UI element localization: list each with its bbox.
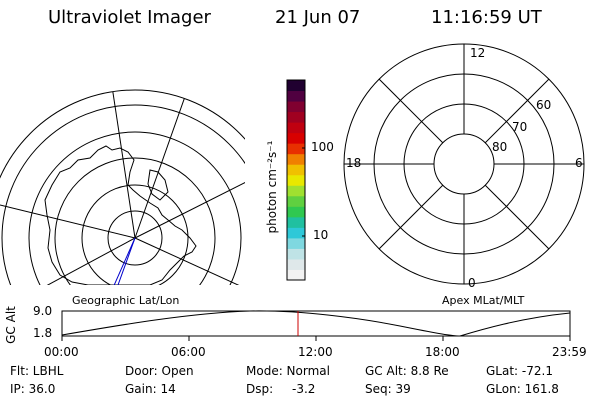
- polar-mlt-0: 0: [468, 276, 476, 290]
- mlt-line: [484, 78, 550, 144]
- mlt-line: [378, 184, 444, 250]
- island-coastline: [180, 66, 200, 80]
- antarctica-coastline: [44, 145, 197, 285]
- glon-readout: GLon: 161.8: [486, 382, 559, 396]
- colorbar-band: [287, 258, 305, 270]
- latitude-circle: [54, 157, 216, 285]
- dsp-value: -3.2: [292, 382, 316, 396]
- colorbar-band: [287, 111, 305, 123]
- polar-plot: [343, 43, 585, 285]
- door-readout: Door: Open: [125, 364, 194, 378]
- meridian-line: [134, 237, 245, 285]
- colorbar-band: [287, 195, 305, 207]
- colorbar-unit-label: photon cm⁻²s⁻¹: [265, 140, 279, 234]
- geographic-label: Geographic Lat/Lon: [72, 294, 180, 307]
- colorbar-frame: [286, 79, 306, 281]
- colorbar-band: [287, 248, 305, 260]
- x-tick-label-3: 18:00: [425, 345, 460, 359]
- latitude-circle: [1, 104, 245, 285]
- polar-mlt-6: 6: [575, 156, 583, 170]
- polar-mlt-12: 12: [470, 46, 486, 60]
- colorbar-band: [287, 174, 305, 186]
- globe-limb: [0, 89, 245, 179]
- colorbar-band: [287, 185, 305, 197]
- polar-mlt-18: 18: [346, 156, 362, 170]
- latitude-circle: [28, 131, 242, 285]
- colorbar-band: [287, 90, 305, 102]
- colorbar-band: [287, 143, 305, 155]
- glat-readout: GLat: -72.1: [486, 364, 553, 378]
- meridian-line: [19, 237, 136, 285]
- mlt-line: [378, 78, 444, 144]
- island-coastline: [147, 169, 169, 201]
- x-tick-label-0: 00:00: [44, 345, 79, 359]
- instrument-title: Ultraviolet Imager: [48, 7, 211, 28]
- mode-readout: Mode: Normal: [246, 364, 330, 378]
- colorbar-band: [287, 269, 305, 281]
- time-label: 11:16:59 UT: [431, 7, 542, 28]
- colorbar-tick-10: 10: [313, 228, 329, 242]
- gain-readout: Gain: 14: [125, 382, 176, 396]
- x-tick-label-1: 06:00: [171, 345, 206, 359]
- geographic-map: [0, 58, 245, 285]
- colorbar: [287, 80, 305, 281]
- meridian-line: [134, 90, 206, 239]
- magnetic-meridian: [113, 237, 136, 285]
- seq-readout: Seq: 39: [365, 382, 411, 396]
- colorbar-band: [287, 80, 305, 92]
- colorbar-band: [287, 216, 305, 228]
- magnetic-meridian: [117, 237, 136, 285]
- coastline-north: [88, 58, 128, 82]
- filter-readout: Flt: LBHL: [10, 364, 64, 378]
- polar-lat-70: 70: [512, 120, 528, 134]
- colorbar-band: [287, 122, 305, 134]
- altitude-plot: [61, 310, 571, 341]
- x-tick-label-4: 23:59: [552, 345, 587, 359]
- altitude-ylabel: GC Alt: [4, 306, 18, 344]
- altitude-y-low: 1.8: [33, 326, 53, 340]
- ip-readout: IP: 36.0: [10, 382, 56, 396]
- colorbar-tick-100: 100: [311, 140, 334, 154]
- polar-lat-80: 80: [492, 140, 508, 154]
- meridian-line: [134, 174, 245, 239]
- altitude-y-high: 9.0: [33, 304, 53, 318]
- date-label: 21 Jun 07: [275, 7, 361, 28]
- colorbar-band: [287, 206, 305, 218]
- latitude-circle: [81, 184, 189, 285]
- colorbar-band: [287, 132, 305, 144]
- altitude-curve: [61, 310, 571, 337]
- polar-lat-60: 60: [536, 98, 552, 112]
- meridian-line: [0, 204, 136, 239]
- latitude-circle: [107, 210, 163, 266]
- dsp-label: Dsp:: [246, 382, 274, 396]
- colorbar-band: [287, 237, 305, 249]
- gc-alt-readout: GC Alt: 8.8 Re: [365, 364, 449, 378]
- colorbar-band: [287, 101, 305, 113]
- colorbar-band: [287, 153, 305, 165]
- meridian-line: [104, 90, 136, 239]
- mlt-line: [484, 184, 550, 250]
- x-tick-label-2: 12:00: [298, 345, 333, 359]
- apex-label: Apex MLat/MLT: [442, 294, 525, 307]
- colorbar-band: [287, 164, 305, 176]
- altitude-plot-frame: [61, 310, 571, 337]
- colorbar-band: [287, 227, 305, 239]
